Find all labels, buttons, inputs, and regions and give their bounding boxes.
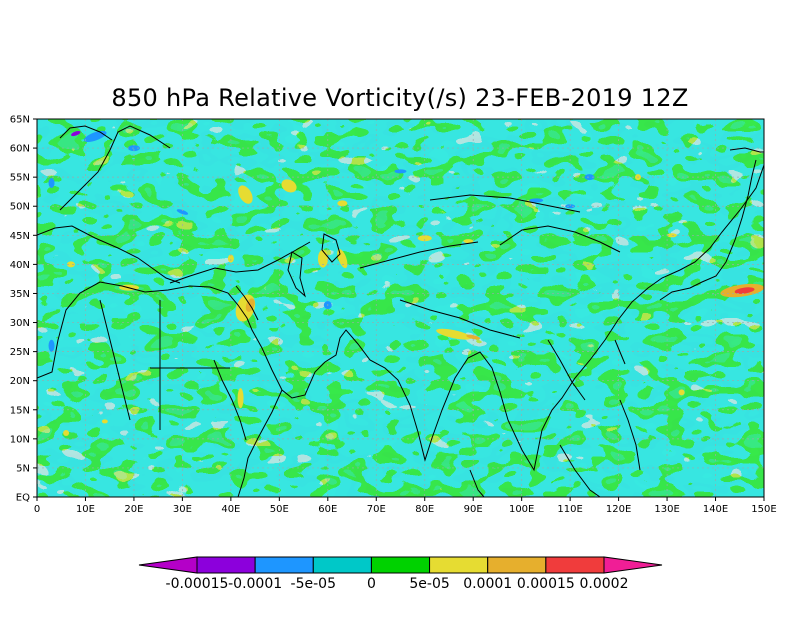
negative-vorticity-patch <box>394 169 407 174</box>
lon-tick-label: 90E <box>464 504 483 515</box>
lat-tick-label: 5N <box>16 463 30 474</box>
colorbar-box <box>487 556 547 574</box>
lat-tick-label: 20N <box>10 376 30 387</box>
negative-vorticity-patch <box>584 174 595 181</box>
lon-tick-label: 100E <box>509 504 534 515</box>
coastlines <box>37 125 764 497</box>
lon-tick-label: 40E <box>221 504 240 515</box>
positive-vorticity-patch <box>63 430 70 437</box>
negative-vorticity-patch <box>71 130 81 137</box>
lon-tick-label: 130E <box>654 504 679 515</box>
colorbar-box <box>545 556 605 574</box>
colorbar-box <box>312 556 372 574</box>
lat-tick-label: 35N <box>10 289 30 300</box>
positive-vorticity-patch <box>227 254 234 263</box>
positive-vorticity-patch <box>337 200 348 207</box>
lat-tick-label: 10N <box>10 434 30 445</box>
positive-vorticity-patch <box>238 185 253 204</box>
positive-vorticity-patch <box>466 334 481 340</box>
colorbar-label: 0.0001 <box>463 576 512 592</box>
positive-vorticity-patch <box>417 235 432 242</box>
lat-tick-label: 65N <box>10 115 30 126</box>
positive-vorticity-patch <box>734 287 755 294</box>
lat-tick-label: EQ <box>16 493 30 504</box>
negative-vorticity-patches <box>48 130 595 352</box>
colorbar-label: -0.00015 <box>166 576 229 592</box>
lon-tick-label: 10E <box>76 504 95 515</box>
lat-tick-label: 40N <box>10 260 30 271</box>
colorbar-under-triangle <box>138 556 198 574</box>
lon-tick-label: 30E <box>173 504 192 515</box>
negative-vorticity-patch <box>83 130 107 143</box>
field-texture <box>37 119 764 497</box>
colorbar-box <box>370 556 431 574</box>
colorbar-box <box>429 556 489 574</box>
lon-tick-label: 120E <box>606 504 631 515</box>
lon-tick-label: 50E <box>270 504 289 515</box>
positive-vorticity-patch <box>66 261 75 268</box>
vorticity-field <box>37 119 764 497</box>
longitude-tick-labels: 0 10E 20E 30E 40E 50E 60E 70E 80E 90E 100E 110E 120E… <box>34 497 777 515</box>
lon-tick-label: 110E <box>557 504 582 515</box>
map-grid <box>37 119 764 497</box>
positive-vorticity-patch <box>237 388 244 409</box>
map-frame <box>36 118 765 498</box>
negative-vorticity-patch <box>529 198 544 203</box>
lon-tick-label: 70E <box>367 504 386 515</box>
colorbar-label: 0.0002 <box>580 576 629 592</box>
negative-vorticity-patch <box>48 177 55 188</box>
positive-vorticity-patch <box>101 419 108 424</box>
colorbar-label: -0.0001 <box>228 576 282 592</box>
colorbar-box <box>254 556 314 574</box>
colorbar-over-triangle <box>603 556 663 574</box>
lat-tick-label: 50N <box>10 202 30 213</box>
colorbar-label: 5e-05 <box>409 576 449 592</box>
positive-vorticity-patch <box>281 179 297 193</box>
colorbar-label: 0.00015 <box>517 576 575 592</box>
positive-vorticity-patch <box>463 239 474 244</box>
lon-tick-label: 60E <box>318 504 337 515</box>
lat-tick-label: 25N <box>10 347 30 358</box>
colorbar-label: -5e-05 <box>291 576 336 592</box>
map-title: 850 hPa Relative Vorticity(/s) 23-FEB-20… <box>111 84 689 112</box>
positive-vorticity-patch <box>666 233 677 238</box>
lat-tick-label: 60N <box>10 144 30 155</box>
negative-vorticity-patch <box>48 339 55 352</box>
colorbar: -0.00015 -0.0001 -5e-05 0 5e-05 0.0001 0.00015… <box>138 556 663 592</box>
positive-vorticity-patch <box>436 328 472 340</box>
colorbar-label: 0 <box>367 576 376 592</box>
lon-tick-label: 20E <box>124 504 143 515</box>
latitude-tick-labels: EQ 5N 10N 15N 20N 25N 30N 35N 40N 45N 50N 55N 60N 65N <box>10 115 37 504</box>
positive-vorticity-patch <box>317 249 328 268</box>
lat-tick-label: 15N <box>10 405 30 416</box>
colorbar-box <box>196 556 256 574</box>
lon-tick-label: 0 <box>34 504 40 515</box>
lon-tick-label: 150E <box>751 504 776 515</box>
negative-vorticity-patch <box>565 204 576 209</box>
lon-tick-label: 80E <box>415 504 434 515</box>
lat-tick-label: 45N <box>10 231 30 242</box>
lat-tick-label: 55N <box>10 173 30 184</box>
positive-vorticity-patch <box>678 389 685 396</box>
negative-vorticity-patch <box>176 209 189 215</box>
lon-tick-label: 140E <box>703 504 728 515</box>
lat-tick-label: 30N <box>10 318 30 329</box>
